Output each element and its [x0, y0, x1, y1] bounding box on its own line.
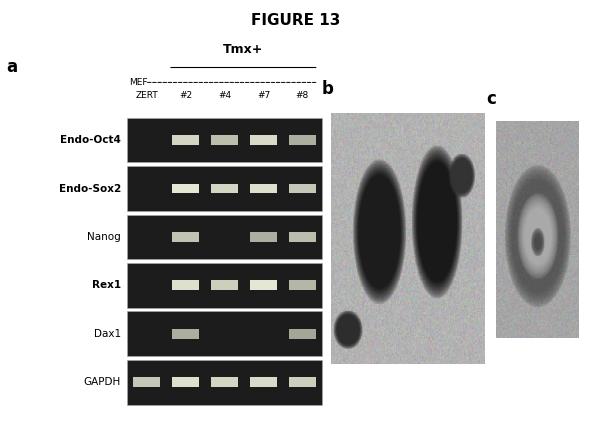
Bar [289, 281, 316, 290]
Text: #4: #4 [218, 91, 231, 100]
Bar [250, 184, 277, 194]
Bar [127, 360, 322, 404]
Bar [172, 329, 199, 339]
Bar [172, 377, 199, 387]
Bar [211, 377, 238, 387]
Bar [211, 281, 238, 290]
Bar [133, 377, 160, 387]
Text: GAPDH: GAPDH [83, 377, 121, 387]
Bar [127, 263, 322, 308]
Bar [172, 184, 199, 194]
Text: c: c [486, 90, 496, 108]
Bar [172, 232, 199, 242]
Bar [211, 135, 238, 145]
Text: #8: #8 [296, 91, 309, 100]
Text: b: b [322, 80, 333, 97]
Text: a: a [6, 58, 17, 76]
Bar [289, 329, 316, 339]
Bar [250, 377, 277, 387]
Bar [250, 135, 277, 145]
Text: #2: #2 [179, 91, 192, 100]
Bar [127, 118, 322, 162]
Bar [127, 166, 322, 211]
Text: Dax1: Dax1 [94, 329, 121, 339]
Bar [289, 135, 316, 145]
Bar [289, 232, 316, 242]
Bar [289, 184, 316, 194]
Text: #7: #7 [257, 91, 270, 100]
Text: Nanog: Nanog [87, 232, 121, 242]
Bar [127, 215, 322, 259]
Bar [250, 232, 277, 242]
Bar [127, 311, 322, 356]
Text: Tmx+: Tmx+ [223, 43, 264, 56]
Text: FIGURE 13: FIGURE 13 [251, 13, 340, 28]
Bar [289, 377, 316, 387]
Bar [250, 281, 277, 290]
Text: MEF: MEF [129, 78, 148, 87]
Bar [172, 135, 199, 145]
Bar [211, 184, 238, 194]
Bar [172, 281, 199, 290]
Text: Endo-Oct4: Endo-Oct4 [60, 135, 121, 145]
Text: Endo-Sox2: Endo-Sox2 [59, 184, 121, 194]
Text: Rex1: Rex1 [92, 280, 121, 291]
Text: ZERT: ZERT [135, 91, 158, 100]
